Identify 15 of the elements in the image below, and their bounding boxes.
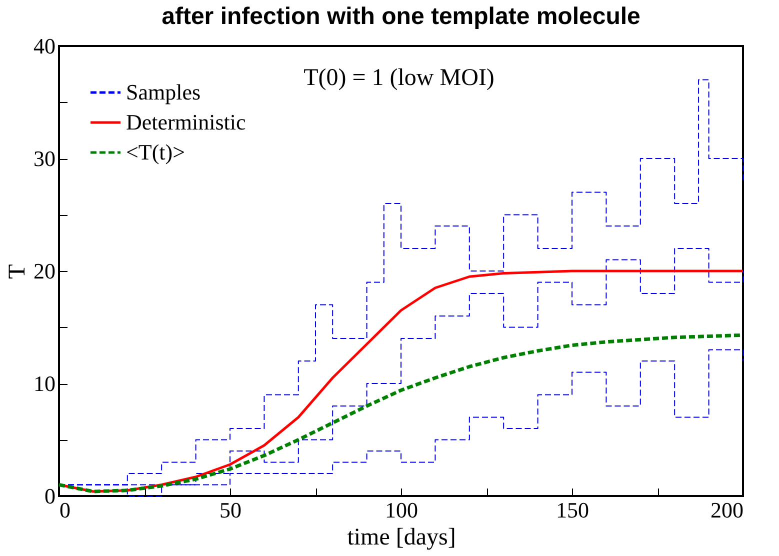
- x-tick-label: 100: [385, 498, 418, 522]
- chart-title: after infection with one template molecule: [162, 3, 640, 30]
- legend-label: Deterministic: [126, 110, 246, 134]
- annotation: T(0) = 1 (low MOI): [304, 65, 494, 91]
- y-tick-label: 10: [34, 371, 56, 396]
- y-tick-label: 30: [34, 146, 56, 171]
- y-axis-title: T: [4, 264, 30, 279]
- y-tick-label: 20: [34, 258, 56, 284]
- legend-label: <T(t)>: [126, 140, 186, 164]
- x-tick-label: 150: [556, 498, 589, 522]
- x-tick-label: 50: [220, 498, 242, 522]
- y-tick-label: 40: [34, 34, 56, 58]
- x-axis-title: time [days]: [347, 524, 456, 550]
- x-tick-label: 200: [710, 498, 744, 522]
- legend-label: Samples: [126, 80, 201, 104]
